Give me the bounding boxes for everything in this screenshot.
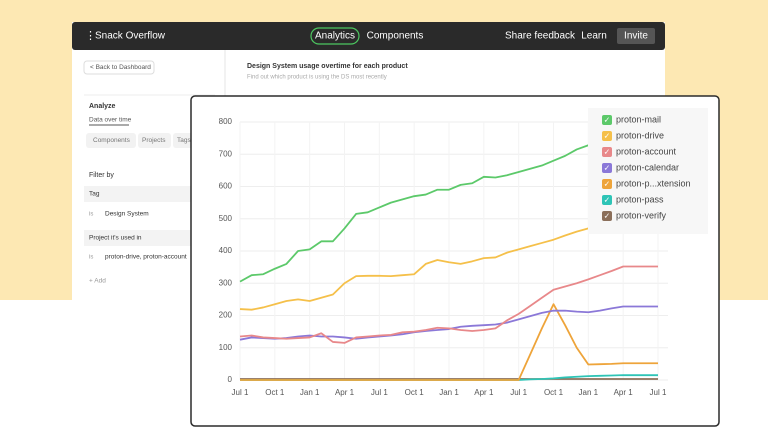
y-tick-label: 500: [219, 214, 233, 223]
main-subtitle: Find out which product is using the DS m…: [247, 75, 387, 81]
legend-check: ✓: [604, 116, 611, 125]
x-tick-label: Jul 1: [232, 388, 249, 397]
filter-label: Project it's used in: [89, 235, 142, 242]
x-tick-label: Oct 1: [405, 388, 425, 397]
filter-row: [84, 230, 215, 246]
legend-swatch: [602, 211, 612, 221]
legend-check: ✓: [604, 212, 611, 221]
main-title: Design System usage overtime for each pr…: [247, 63, 408, 70]
menu-icon[interactable]: ⋮: [85, 30, 96, 42]
x-tick-label: Jul 1: [650, 388, 667, 397]
series-line: [239, 265, 658, 344]
y-tick-label: 300: [219, 278, 233, 287]
view-tab[interactable]: Data over time: [89, 117, 132, 124]
legend-check: ✓: [604, 164, 611, 173]
legend-check: ✓: [604, 148, 611, 157]
chip-label[interactable]: Projects: [142, 137, 166, 144]
y-tick-label: 100: [219, 343, 233, 352]
legend-label: proton-drive: [616, 130, 664, 140]
chart-card: [190, 95, 720, 427]
filter-op: is: [89, 212, 93, 218]
legend-check: ✓: [604, 180, 611, 189]
x-tick-label: Jan 1: [439, 388, 459, 397]
legend-swatch: [602, 115, 612, 125]
x-tick-label: Apr 1: [335, 388, 355, 397]
x-tick-label: Apr 1: [614, 388, 634, 397]
y-tick-label: 700: [219, 149, 233, 158]
filter-value[interactable]: Design System: [105, 211, 149, 218]
x-tick-label: Apr 1: [474, 388, 494, 397]
x-tick-label: Jan 1: [300, 388, 320, 397]
x-tick-label: Jan 1: [579, 388, 599, 397]
tab[interactable]: Components: [367, 31, 424, 42]
legend-label: proton-account: [616, 146, 677, 156]
link[interactable]: Share feedback: [505, 31, 576, 42]
x-tick-label: Jul 1: [510, 388, 527, 397]
back-label[interactable]: < Back to Dashboard: [90, 64, 151, 71]
y-tick-label: 600: [219, 182, 233, 191]
legend-label: proton-calendar: [616, 162, 679, 172]
y-tick-label: 800: [219, 117, 233, 126]
section-title: Analyze: [89, 103, 116, 110]
y-tick-label: 400: [219, 246, 233, 255]
x-tick-label: Oct 1: [544, 388, 564, 397]
add-filter[interactable]: + Add: [89, 278, 106, 285]
legend-swatch: [602, 147, 612, 157]
series-line: [240, 303, 658, 381]
invite-button[interactable]: [617, 28, 655, 44]
legend-check: ✓: [604, 196, 611, 205]
filter-label: Tag: [89, 191, 100, 198]
x-tick-label: Oct 1: [265, 388, 285, 397]
legend-check: ✓: [604, 132, 611, 141]
chip-label[interactable]: Tags: [177, 137, 191, 144]
chip[interactable]: [86, 133, 136, 148]
invite-label[interactable]: Invite: [624, 31, 648, 42]
filter-op: is: [89, 255, 93, 261]
y-tick-label: 200: [219, 311, 233, 320]
y-tick-label: 0: [228, 375, 233, 384]
chart: 0 100 200 300 400 500 600 700 800 Jul 1 Oct 1 Jan 1…: [219, 108, 708, 397]
active-tab: [310, 27, 360, 45]
back-button[interactable]: [83, 60, 155, 75]
chip-label[interactable]: Components: [93, 137, 131, 144]
legend-label: proton-pass: [616, 194, 664, 204]
legend-label: proton-p...xtension: [616, 178, 691, 188]
x-tick-label: Jul 1: [371, 388, 388, 397]
filter-title: Filter by: [89, 172, 114, 179]
tab[interactable]: Analytics: [315, 31, 355, 42]
filter-value[interactable]: proton-drive, proton-account: [105, 254, 187, 261]
legend-label: proton-mail: [616, 114, 661, 124]
link[interactable]: Learn: [581, 31, 607, 42]
app-header: [72, 22, 665, 50]
brand[interactable]: Snack Overflow: [95, 31, 166, 42]
filter-row: [84, 186, 215, 202]
legend-label: proton-verify: [616, 210, 667, 220]
legend-swatch: [602, 179, 612, 189]
legend-swatch: [602, 131, 612, 141]
legend-swatch: [602, 163, 612, 173]
legend-swatch: [602, 195, 612, 205]
chip[interactable]: [138, 133, 171, 148]
